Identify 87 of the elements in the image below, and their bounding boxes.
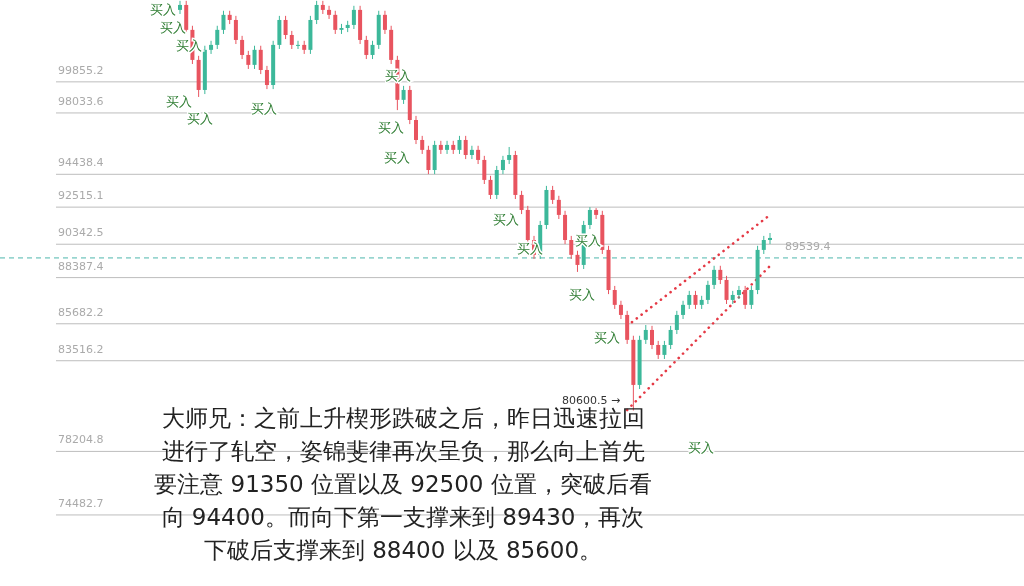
candlestick [500, 155, 505, 175]
annotation: 买入 [493, 212, 519, 227]
candlestick [519, 190, 524, 215]
candlestick [178, 0, 182, 15]
candlestick [575, 250, 580, 273]
candlestick [420, 135, 425, 155]
candlestick [643, 324, 648, 345]
annotation: 要注意 91350 位置以及 92500 位置，突破后看 [154, 471, 652, 497]
ref-line-label: 78204.8 [58, 433, 104, 447]
candlestick [612, 285, 617, 310]
candlestick [668, 325, 673, 350]
candlestick [221, 10, 226, 35]
candlestick [618, 300, 623, 320]
candlestick [749, 285, 754, 310]
annotation: 买入 [166, 94, 192, 109]
candlestick [258, 45, 263, 75]
candlestick [693, 290, 698, 310]
candlestick [463, 135, 468, 160]
candlestick [650, 325, 654, 350]
candlestick [457, 135, 462, 155]
candlestick [662, 340, 667, 360]
ref-line-label: 98033.6 [58, 94, 104, 108]
ref-line-label: 90342.5 [58, 226, 104, 240]
candlestick [351, 5, 356, 30]
annotation: 买入 [569, 287, 595, 302]
candlestick [488, 175, 493, 200]
candlestick [414, 115, 418, 145]
candlestick [209, 40, 214, 55]
candlestick [469, 145, 474, 160]
candlestick [364, 35, 369, 60]
annotation: 大师兄：之前上升楔形跌破之后，昨日迅速拉回 [161, 405, 645, 431]
ref-line-label: 83516.2 [58, 342, 104, 356]
annotation: 买入 [187, 111, 213, 126]
candlestick [333, 10, 338, 35]
candlestick [761, 235, 766, 255]
annotation: 买入 [251, 101, 277, 116]
candlestick [681, 300, 686, 320]
annotation: 向 94400。而向下第一支撑来到 89430，再次 [161, 504, 645, 530]
annotation: 买入 [378, 120, 404, 135]
candlestick [476, 145, 481, 165]
candlestick [401, 85, 406, 105]
candlestick [736, 285, 741, 300]
candlestick [674, 310, 679, 335]
candlestick [289, 30, 294, 50]
ref-line-label: 88387.4 [58, 259, 104, 273]
annotation: 买入 [688, 440, 714, 455]
candlestick [712, 265, 717, 290]
candlestick [687, 290, 692, 310]
candlestick [594, 207, 599, 220]
annotation: 下破后支撑来到 88400 以及 85600。 [203, 537, 603, 563]
candlestick [482, 155, 487, 185]
candlestick [724, 275, 729, 305]
candlestick [656, 340, 661, 360]
candlestick [370, 40, 375, 60]
candlestick [556, 195, 561, 220]
ref-line-label: 85682.2 [58, 305, 104, 319]
ref-line-label: 92515.1 [58, 189, 104, 203]
candlestick [246, 50, 251, 70]
candlestick [215, 25, 220, 50]
annotation: 买入 [384, 150, 410, 165]
candlestick [705, 280, 710, 305]
candlestick [569, 235, 574, 260]
candlestick [382, 10, 387, 35]
candlestick [587, 206, 592, 230]
ref-line-label: 89539.4 [785, 239, 831, 253]
candlestick [240, 35, 245, 60]
annotation: 买入 [160, 20, 186, 35]
candlestick [296, 40, 300, 50]
candlestick [426, 145, 431, 175]
candlestick [283, 15, 288, 40]
candlestick [327, 5, 332, 20]
candlestick [550, 185, 555, 205]
candlestick [768, 232, 772, 245]
annotation: 买入 [594, 330, 620, 345]
candlestick [264, 65, 269, 90]
candlestick [743, 285, 748, 310]
annotation: 80600.5 → [562, 394, 621, 407]
ref-line-label: 94438.4 [58, 156, 104, 170]
ref-line-label: 74482.7 [58, 496, 104, 510]
text: 买入 [150, 2, 176, 17]
candlestick [252, 45, 257, 70]
ref-line-label: 99855.2 [58, 63, 104, 77]
annotation: 进行了轧空，姿锦斐律再次呈负，那么向上首先 [161, 438, 645, 464]
candlestick [314, 0, 319, 25]
candlestick [718, 265, 723, 285]
candlestick [233, 15, 238, 45]
candlestick [445, 140, 450, 155]
